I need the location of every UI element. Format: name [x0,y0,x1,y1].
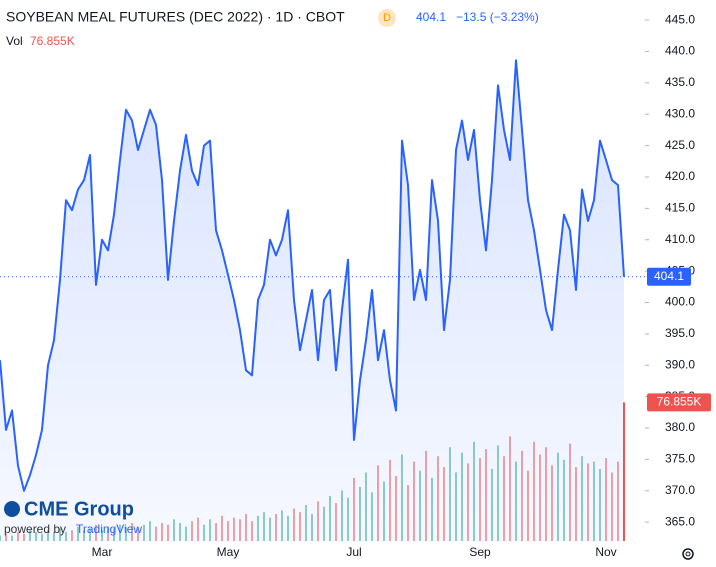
badge: D [383,12,391,24]
badge-bg [378,9,396,27]
y-tick-label: 415.0 [665,201,695,215]
platform: TradingView [76,522,142,536]
y-tick-label: 445.0 [665,12,695,26]
y-tick-label: 365.0 [665,514,695,528]
logo: CME Group powered by TradingView [4,498,142,536]
x-tick-label: Jul [346,545,361,559]
y-tick-label: 390.0 [665,357,695,371]
logo-text: CME Group [24,498,134,520]
y-tick-label: 395.0 [665,326,695,340]
y-tick-label: 420.0 [665,169,695,183]
y-tick-label: 410.0 [665,232,695,246]
y-tick-label: 375.0 [665,452,695,466]
y-tick-label: 430.0 [665,106,695,120]
price-tag-label: 404.1 [654,269,684,283]
chart-title: SOYBEAN MEAL FUTURES (DEC 2022) · 1D · C… [6,9,345,25]
x-tick-label: Sep [469,545,491,559]
volume-tag [647,393,711,412]
y-tick-label: 425.0 [665,138,695,152]
y-tick-label: 435.0 [665,75,695,89]
volume-tag-label: 76.855K [657,395,702,409]
price-line [0,59,625,492]
price-tag [647,267,691,286]
x-tick-label: Mar [92,545,113,559]
x-tick-label: May [217,545,240,559]
y-tick-label: 400.0 [665,295,695,309]
y-tick-label: 370.0 [665,483,695,497]
volume-last: 76.855K [30,34,75,48]
powered-by: powered by [4,522,66,536]
volume-name: Vol [6,34,23,48]
plot-area [0,59,625,542]
x-tick-label: Nov [595,545,616,559]
settings-icon[interactable] [682,548,694,560]
last-price: 404.1 [416,10,446,24]
price-change: −13.5 (−3.23%) [456,10,539,24]
y-tick-label: 440.0 [665,44,695,58]
y-tick-label: 380.0 [665,420,695,434]
logo-mark [4,501,20,517]
